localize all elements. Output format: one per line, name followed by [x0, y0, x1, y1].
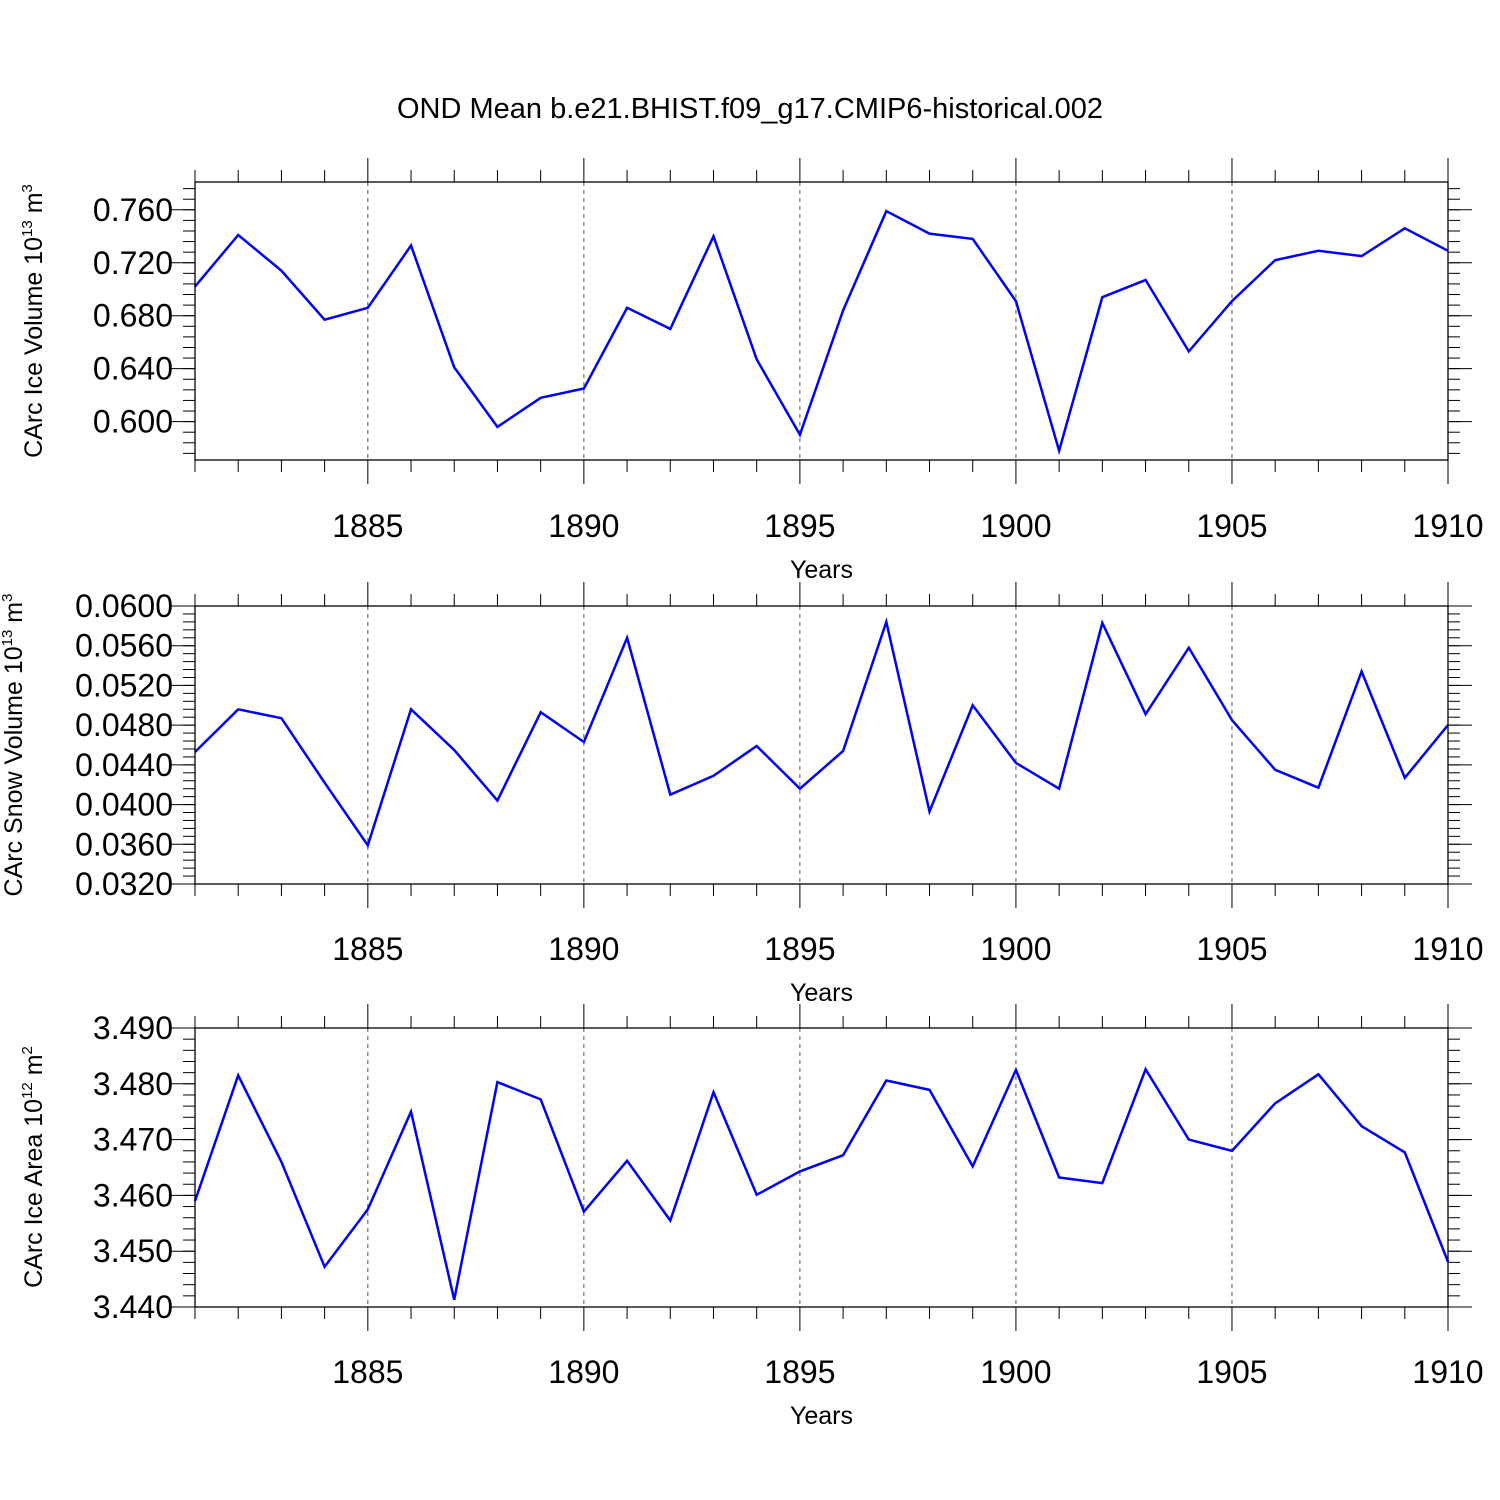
- x-tick-label: 1890: [548, 931, 619, 967]
- x-tick-label: 1910: [1412, 1354, 1483, 1390]
- y-axis-label: CArc Ice Volume 1013 m3: [19, 184, 48, 458]
- x-tick-label: 1895: [764, 508, 835, 544]
- x-tick-label: 1885: [332, 1354, 403, 1390]
- x-axis-label: Years: [790, 1402, 853, 1430]
- x-tick-label: 1895: [764, 931, 835, 967]
- chart-title: OND Mean b.e21.BHIST.f09_g17.CMIP6-histo…: [397, 93, 1103, 125]
- x-tick-label: 1905: [1196, 1354, 1267, 1390]
- series-line: [194, 617, 1449, 849]
- plot-frame: [194, 605, 1449, 885]
- y-tick-label: 0.760: [93, 192, 173, 228]
- y-tick-label: 0.0560: [75, 628, 173, 664]
- y-tick-label: 0.0440: [75, 747, 173, 783]
- y-tick-label: 0.640: [93, 351, 173, 387]
- x-tick-label: 1900: [980, 508, 1051, 544]
- y-tick-label: 0.600: [93, 404, 173, 440]
- y-tick-label: 3.450: [93, 1233, 173, 1269]
- y-tick-label: 0.0600: [75, 588, 173, 624]
- y-tick-label: 3.470: [93, 1122, 173, 1158]
- x-tick-label: 1890: [548, 1354, 619, 1390]
- x-tick-label: 1905: [1196, 931, 1267, 967]
- y-axis-label: CArc Ice Area 1012 m2: [19, 1046, 48, 1288]
- x-tick-label: 1910: [1412, 508, 1483, 544]
- plot-frame: [194, 181, 1449, 461]
- y-tick-label: 3.480: [93, 1066, 173, 1102]
- plot-frame: [194, 1027, 1449, 1308]
- y-axis-label: CArc Snow Volume 1013 m3: [0, 594, 28, 897]
- x-tick-label: 1885: [332, 508, 403, 544]
- y-tick-label: 3.440: [93, 1289, 173, 1325]
- x-tick-label: 1890: [548, 508, 619, 544]
- y-tick-label: 3.490: [93, 1010, 173, 1046]
- x-tick-label: 1885: [332, 931, 403, 967]
- y-tick-label: 0.720: [93, 245, 173, 281]
- panel-1: 0.600 0.640 0.680 0.720 0.760 1885 1890 1895 190…: [19, 158, 1484, 584]
- y-tick-label: 3.460: [93, 1177, 173, 1213]
- y-tick-label: 0.680: [93, 298, 173, 334]
- x-axis-label: Years: [790, 556, 853, 584]
- x-tick-label: 1905: [1196, 508, 1267, 544]
- x-tick-label: 1900: [980, 1354, 1051, 1390]
- x-tick-label: 1895: [764, 1354, 835, 1390]
- x-axis-label: Years: [790, 979, 853, 1007]
- panel-3: 3.440 3.450 3.460 3.470 3.480 3.490 1885 1890 18…: [19, 1004, 1484, 1430]
- y-tick-label: 0.0320: [75, 866, 173, 902]
- y-tick-label: 0.0520: [75, 667, 173, 703]
- series-line: [193, 1066, 1450, 1300]
- y-tick-label: 0.0480: [75, 707, 173, 743]
- series-line: [194, 209, 1449, 456]
- y-tick-label: 0.0400: [75, 787, 173, 823]
- x-tick-label: 1910: [1412, 931, 1483, 967]
- x-tick-label: 1900: [980, 931, 1051, 967]
- y-tick-label: 0.0360: [75, 826, 173, 862]
